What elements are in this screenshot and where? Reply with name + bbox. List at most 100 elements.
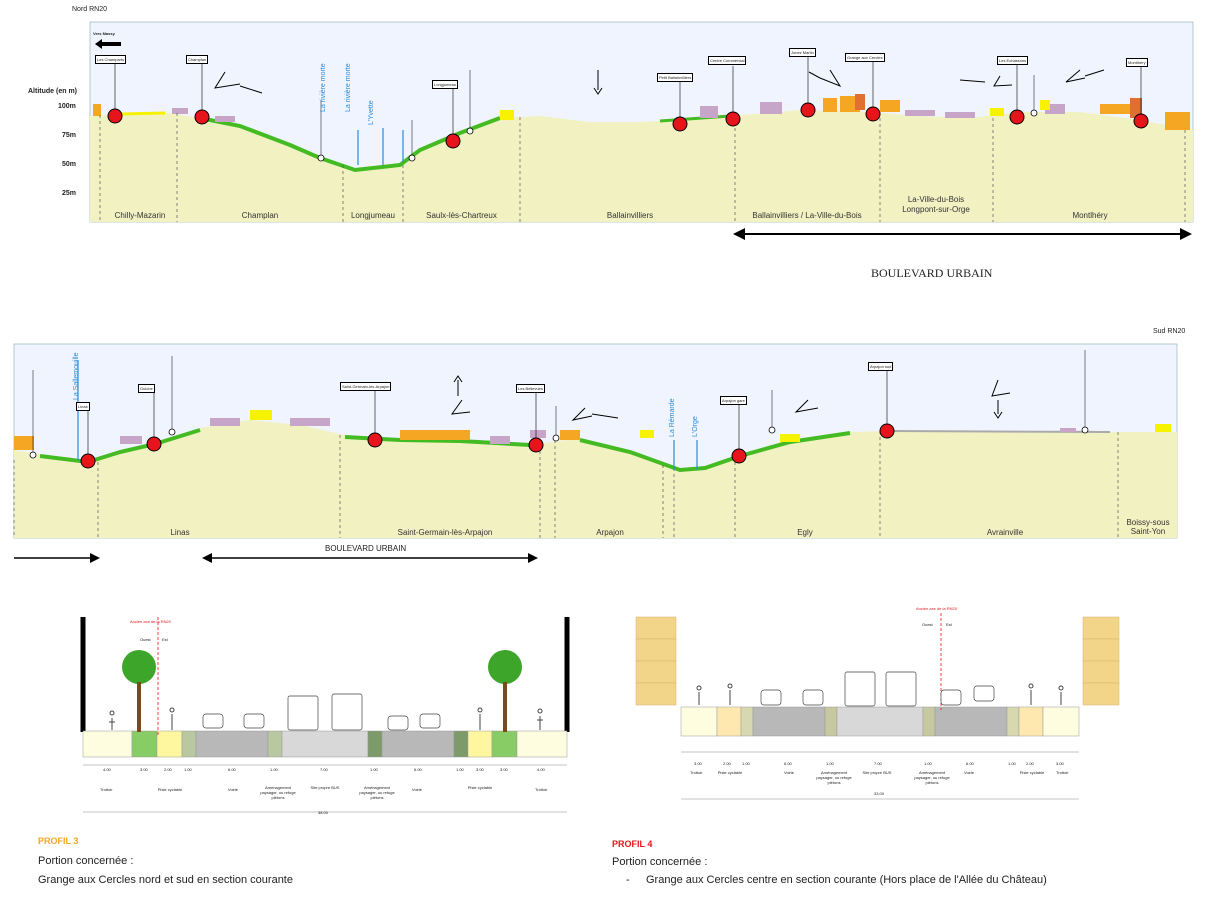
station-label: Grange aux Cercles: [845, 53, 885, 62]
bottom-boulevard-label: BOULEVARD URBAIN: [325, 544, 407, 553]
profil3-width: 1.00: [370, 767, 378, 772]
town-label: Ballainvilliers / La-Ville-du-Bois: [752, 211, 862, 220]
profil4-label: Piste cyclable: [1019, 770, 1045, 775]
profil3-portion: Portion concernée :: [38, 855, 134, 867]
station-centre-commercial: [725, 111, 741, 127]
profil4-width: 2.00: [1026, 761, 1034, 766]
bottom-view-arrows: [450, 375, 1011, 421]
station-arpajon-sud: [879, 423, 895, 439]
top-rivers: [357, 128, 404, 165]
profil4-width: 3.00: [694, 761, 702, 766]
river-label: La rivière morte: [345, 63, 352, 112]
profil4-width: 1.00: [826, 761, 834, 766]
profil4-label: Trottoir: [690, 770, 703, 775]
profil3-width: 1.00: [184, 767, 192, 772]
town-label: Champlan: [241, 211, 279, 220]
profil3-desc: Grange aux Cercles nord et sud en sectio…: [38, 874, 293, 886]
station-les-echassons: [1009, 109, 1025, 125]
top-ground: [90, 110, 1193, 222]
profil3-label: Aménagement paysager, ou refuge piétons: [260, 785, 296, 800]
river-label: L'Yvette: [368, 100, 375, 125]
station-montlhery: [1133, 113, 1149, 129]
profil4-title: PROFIL 4: [612, 839, 653, 849]
top-boulevard-label: BOULEVARD URBAIN: [871, 266, 993, 280]
profil3-width: 6.00: [228, 767, 236, 772]
profil3-label: Piste cyclable: [157, 787, 183, 792]
profil4-label: Aménagement paysager, ou refuge piétons: [816, 770, 852, 785]
station-label: Les Champarts: [95, 55, 127, 64]
profil3-title: PROFIL 3: [38, 836, 79, 846]
profil4-label: Site propre BUS: [862, 770, 892, 775]
station-label: Les Echassons: [997, 56, 1029, 65]
north-label: Nord RN20: [72, 6, 108, 13]
profil4-ouest: Ouest: [922, 622, 933, 627]
station-label: Linas: [76, 402, 90, 411]
profil3-total: 38.00: [318, 810, 329, 815]
town-label: Arpajon: [596, 528, 624, 537]
profil3-label: Voirie: [228, 787, 239, 792]
profil3-width: 6.00: [414, 767, 422, 772]
town-label: Boissy-sous Saint-Yon: [1126, 518, 1170, 536]
profil3-width: 3.00: [500, 767, 508, 772]
profil4-label: Trottoir: [1056, 770, 1069, 775]
profil3-width: 3.00: [140, 767, 148, 772]
river-label: La rivière morte: [320, 63, 327, 112]
profil4-width: 3.00: [1056, 761, 1064, 766]
profil4-dash: -: [626, 874, 630, 886]
station-les-bellevues: [528, 437, 544, 453]
town-label: La-Ville-du-Bois Longpont-sur-Orge: [902, 195, 970, 214]
profil4-desc: Grange aux Cercles centre en section cou…: [646, 874, 1047, 886]
alt-25: 25m: [62, 190, 77, 197]
profil4-label: Aménagement paysager, ou refuge piétons: [914, 770, 950, 785]
station-linas: [80, 453, 96, 469]
station-label: Champlan: [186, 55, 209, 64]
profil3-width: 4.00: [103, 767, 111, 772]
profil3-label: Voirie: [412, 787, 423, 792]
station-guiche: [146, 436, 162, 452]
river-label: La Sallemouille: [73, 352, 80, 400]
station-label: Jonez Marlin: [789, 48, 816, 57]
profil4-label: Voirie: [784, 770, 795, 775]
profil4-width: 7.00: [874, 761, 882, 766]
bottom-buildings: [14, 430, 580, 450]
top-stations: [107, 56, 1149, 149]
town-label: Chilly-Mazarin: [114, 211, 166, 220]
profil3-label: Trottoir: [535, 787, 548, 792]
station-label: Centre Commercial: [708, 56, 747, 65]
profil4-width: 1.00: [1008, 761, 1016, 766]
station-champlan: [194, 109, 210, 125]
top-houses: [172, 102, 1065, 122]
river-label: L'Orge: [692, 416, 699, 437]
bottom-ground: [14, 420, 1177, 538]
station-longjumeau: [445, 133, 461, 149]
profil4-label: Voirie: [964, 770, 975, 775]
profil4-width: 1.00: [742, 761, 750, 766]
town-label: Linas: [170, 528, 190, 537]
station-saint-germain: [367, 432, 383, 448]
profil4-est: Est: [946, 622, 952, 627]
station-label: Longjumeau: [432, 80, 459, 89]
profil4-width: 6.00: [966, 761, 974, 766]
station-label: Arpajon gare: [720, 396, 747, 405]
station-label: Petit Ballainvilliers: [657, 73, 694, 82]
alt-75: 75m: [62, 132, 77, 139]
town-label: Saulx-lès-Chartreux: [426, 211, 497, 220]
profil4-portion: Portion concernée :: [612, 856, 708, 868]
profil4-width: 1.00: [924, 761, 932, 766]
profil3-label: Trottoir: [100, 787, 113, 792]
town-label: Saint-Germain-lès-Arpajon: [397, 528, 493, 537]
profil3-width: 3.00: [476, 767, 484, 772]
profil3-label: Piste cyclable: [467, 785, 493, 790]
profil3-width: 1.00: [270, 767, 278, 772]
town-label: Avrainville: [986, 528, 1024, 537]
altitude-label: Altitude (en m): [28, 88, 77, 95]
town-label: Montlhéry: [1072, 211, 1108, 220]
alt-100: 100m: [58, 103, 76, 110]
profil4-width: 2.00: [723, 761, 731, 766]
station-les-champarts: [107, 108, 123, 124]
profil3-label: Aménagement paysager, ou refuge piétons: [359, 785, 395, 800]
profil3-section: [80, 617, 570, 813]
station-grange-aux-cercles: [865, 106, 881, 122]
top-view-arrows: [213, 69, 1105, 95]
profil4-total: 33.00: [874, 791, 885, 796]
